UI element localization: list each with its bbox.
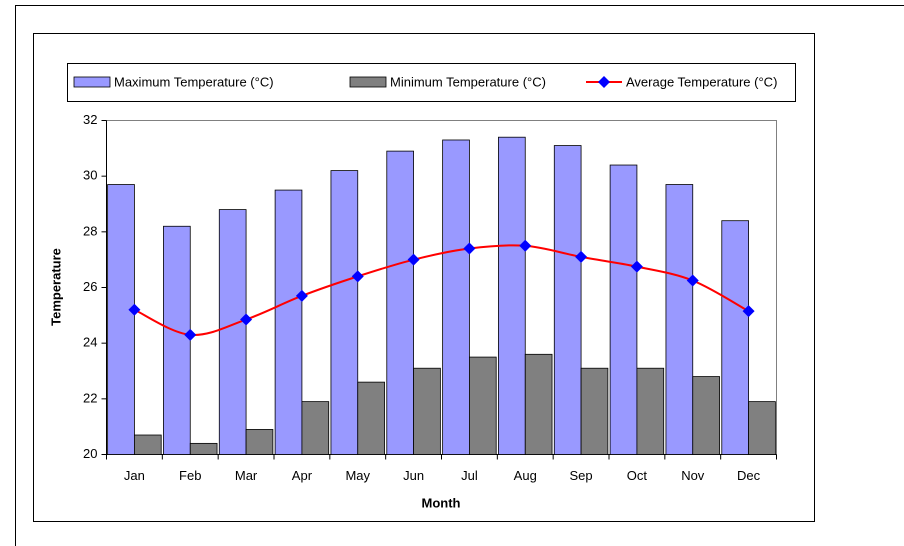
marker (519, 239, 532, 252)
legend-swatch (73, 76, 111, 88)
marker (295, 289, 308, 302)
bar (163, 225, 191, 455)
bar (357, 381, 385, 455)
marker (407, 253, 420, 266)
x-tick-label: Mar (235, 468, 258, 483)
x-tick-label: May (345, 468, 370, 483)
x-tick-label: Apr (292, 468, 313, 483)
bar (413, 367, 441, 455)
bar (386, 150, 414, 455)
marker (575, 250, 588, 263)
x-tick-label: Jul (461, 468, 478, 483)
y-tick-label: 30 (83, 168, 97, 183)
bar (665, 184, 694, 455)
bar (524, 353, 553, 455)
bar (189, 442, 218, 455)
x-tick-label: Oct (627, 468, 648, 483)
x-tick-label: Nov (681, 468, 705, 483)
y-tick-label: 20 (83, 446, 97, 461)
x-tick-label: Feb (179, 468, 201, 483)
marker (351, 270, 364, 283)
y-tick-label: 32 (83, 112, 97, 127)
x-tick-label: Jan (124, 468, 145, 483)
y-tick-label: 26 (83, 279, 97, 294)
bar (134, 434, 162, 455)
legend-label: Maximum Temperature (°C) (114, 74, 274, 89)
y-tick-label: 22 (83, 390, 97, 405)
y-tick-label: 24 (83, 335, 97, 350)
bar (636, 367, 665, 455)
x-tick-label: Jun (403, 468, 424, 483)
bar (245, 429, 274, 455)
legend-marker (598, 76, 610, 88)
bar (274, 189, 303, 455)
legend-label: Average Temperature (°C) (626, 74, 777, 89)
bar (107, 184, 135, 455)
bar (553, 145, 582, 455)
x-axis-label: Month (422, 495, 461, 510)
bar (609, 164, 638, 455)
bar (301, 401, 330, 455)
marker (128, 303, 141, 316)
legend (67, 63, 796, 102)
x-tick-label: Sep (570, 468, 593, 483)
x-tick-label: Aug (514, 468, 537, 483)
x-tick-label: Dec (737, 468, 761, 483)
y-axis-label: Temperature (48, 248, 63, 326)
legend-swatch (349, 76, 387, 88)
marker (184, 328, 197, 341)
marker (742, 305, 755, 318)
y-tick-label: 28 (83, 223, 97, 238)
marker (686, 274, 699, 287)
outer-frame (15, 5, 904, 546)
plot-area (106, 120, 777, 455)
marker (240, 313, 253, 326)
bar (748, 401, 776, 455)
bar (692, 376, 720, 455)
bar (330, 170, 359, 455)
marker (463, 242, 476, 255)
bar (498, 136, 526, 455)
legend-label: Minimum Temperature (°C) (390, 74, 546, 89)
bar (469, 356, 497, 455)
marker (630, 260, 643, 273)
bar (580, 367, 609, 455)
bar (218, 209, 247, 455)
bar (721, 220, 749, 455)
bar (442, 139, 470, 455)
